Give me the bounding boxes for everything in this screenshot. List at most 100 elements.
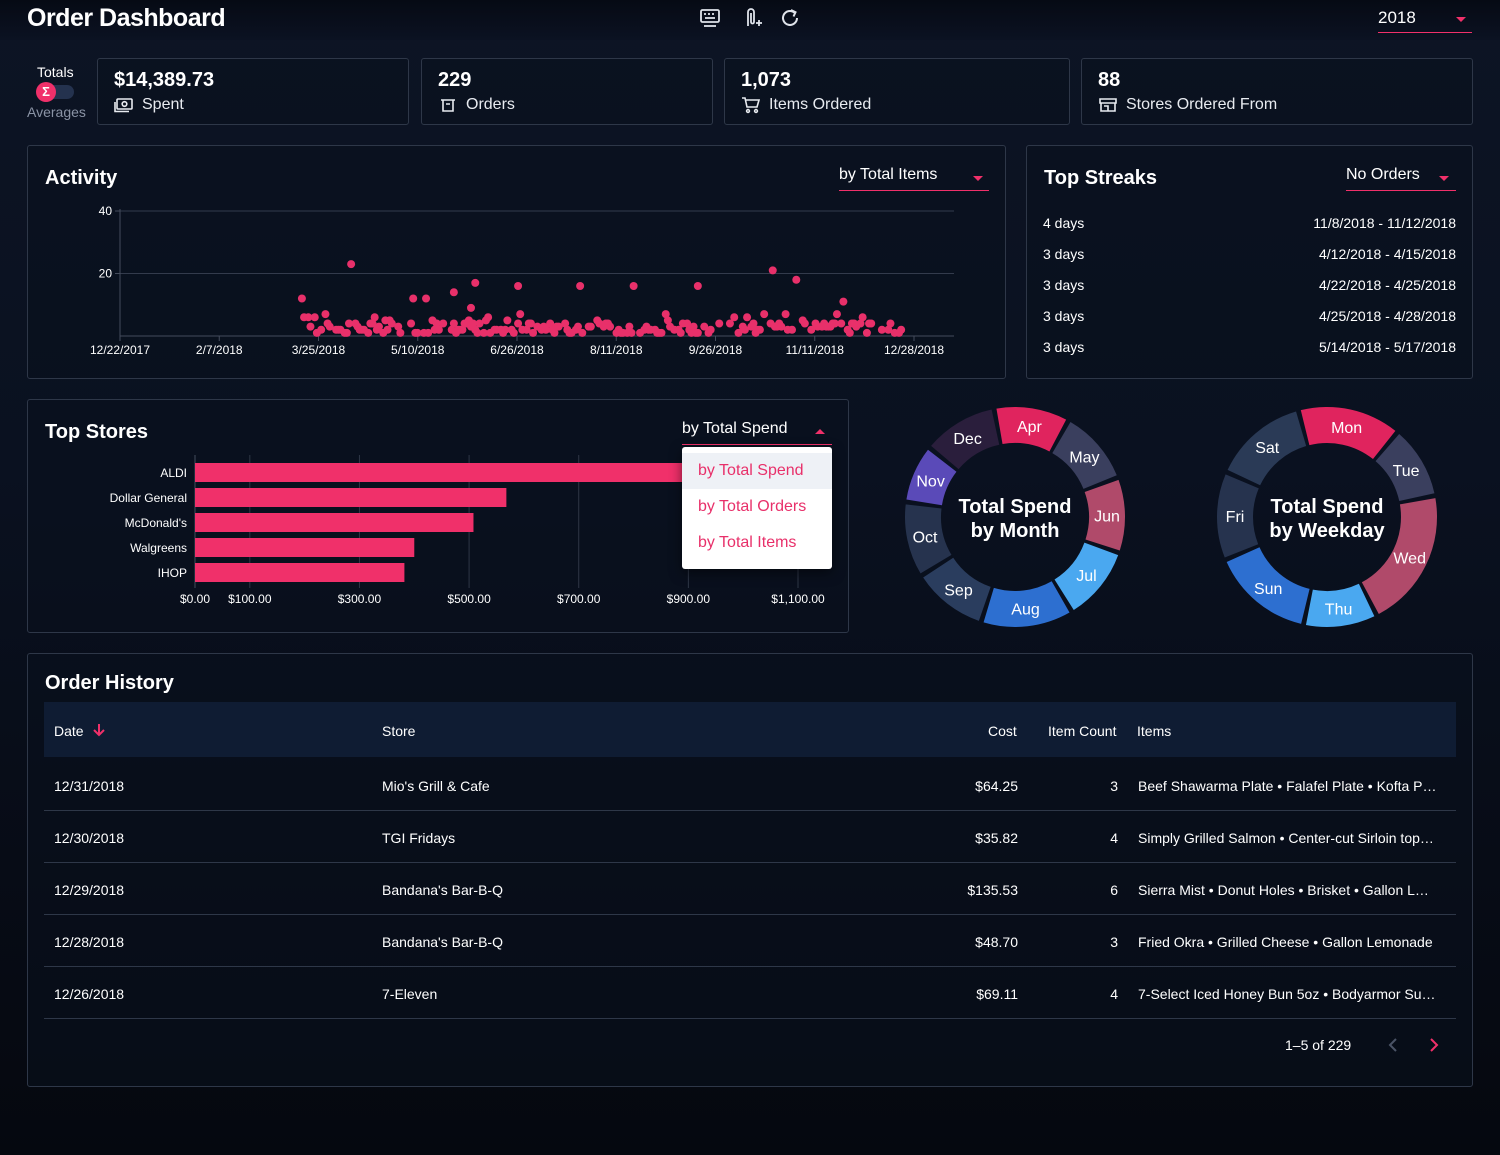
- cell-item-count: 6: [1110, 882, 1118, 898]
- refresh-icon[interactable]: [778, 6, 802, 30]
- donut-slice-label: Sun: [1254, 581, 1282, 598]
- category-label: Dollar General: [110, 491, 187, 505]
- table-row[interactable]: 12/29/2018 Bandana's Bar-B-Q $135.53 6 S…: [44, 863, 1456, 915]
- cell-item-count: 3: [1110, 934, 1118, 950]
- donut-slice: [905, 504, 952, 574]
- cell-cost: $48.70: [975, 934, 1018, 950]
- scatter-point: [383, 325, 392, 334]
- x-tick-label: 5/10/2018: [391, 343, 445, 357]
- scatter-point: [529, 328, 538, 337]
- column-header-store[interactable]: Store: [382, 723, 416, 739]
- scatter-point: [856, 319, 865, 328]
- scatter-point: [550, 328, 559, 337]
- scatter-point: [434, 325, 443, 334]
- scatter-point: [407, 319, 416, 328]
- scatter-point: [858, 313, 867, 322]
- arrow-down-icon[interactable]: [92, 722, 106, 743]
- scatter-point: [700, 322, 709, 331]
- scatter-point: [306, 322, 315, 331]
- kpi-card-orders: 229 Orders: [421, 58, 713, 125]
- scatter-point: [554, 322, 563, 331]
- column-header-items[interactable]: Items: [1137, 723, 1172, 739]
- streak-type-select[interactable]: No Orders: [1346, 161, 1456, 191]
- cell-item-count: 4: [1110, 986, 1118, 1002]
- donut-slice-label: Jul: [1076, 568, 1096, 585]
- scatter-point: [413, 328, 422, 337]
- category-label: IHOP: [158, 566, 187, 580]
- scatter-point: [475, 319, 484, 328]
- donut-title: Total Spend: [959, 496, 1072, 518]
- donut-slice: [1375, 433, 1435, 502]
- dropdown-option-total-items[interactable]: by Total Items: [698, 534, 797, 551]
- attachment-add-icon[interactable]: [739, 6, 763, 30]
- cell-items: Fried Okra • Grilled Cheese • Gallon Lem…: [1138, 934, 1433, 950]
- scatter-point: [743, 313, 752, 322]
- scatter-point: [310, 313, 319, 322]
- scatter-point: [877, 325, 886, 334]
- scatter-point: [458, 325, 467, 334]
- year-select[interactable]: 2018: [1378, 5, 1472, 33]
- table-row[interactable]: 12/28/2018 Bandana's Bar-B-Q $48.70 3 Fr…: [44, 915, 1456, 967]
- cell-items: Simply Grilled Salmon • Center-cut Sirlo…: [1138, 830, 1434, 846]
- table-row[interactable]: 12/30/2018 TGI Fridays $35.82 4 Simply G…: [44, 811, 1456, 863]
- column-header-cost[interactable]: Cost: [988, 723, 1017, 739]
- activity-metric-select[interactable]: by Total Items: [839, 161, 989, 191]
- donut-slice: [1052, 422, 1117, 489]
- column-header-item-count[interactable]: Item Count: [1048, 723, 1117, 739]
- header-bar: [0, 0, 1500, 40]
- scatter-point: [788, 325, 797, 334]
- x-tick-label: $100.00: [228, 592, 272, 606]
- donut-slice-label: Dec: [953, 431, 981, 448]
- chevron-left-icon[interactable]: [1386, 1036, 1402, 1059]
- chevron-right-icon[interactable]: [1426, 1036, 1442, 1059]
- table-row[interactable]: 12/26/2018 7-Eleven $69.11 4 7-Select Ic…: [44, 967, 1456, 1019]
- dropdown-option-total-spend[interactable]: by Total Spend: [682, 453, 832, 489]
- top-stores-title: Top Stores: [45, 421, 148, 443]
- scatter-point: [837, 319, 846, 328]
- cell-date: 12/29/2018: [54, 882, 125, 898]
- top-stores-metric-select[interactable]: by Total Spend: [682, 415, 832, 445]
- scatter-point: [845, 328, 854, 337]
- donut-slice-label: Jun: [1094, 508, 1120, 525]
- scatter-point: [484, 313, 493, 322]
- scatter-point: [760, 310, 769, 319]
- cell-items: 7-Select Iced Honey Bun 5oz • Bodyarmor …: [1138, 986, 1436, 1002]
- top-stores-dropdown-menu: by Total Spend by Total Orders by Total …: [682, 447, 832, 569]
- donut-slice-label: Sep: [944, 583, 973, 600]
- x-tick-label: $0.00: [180, 592, 210, 606]
- activity-chart: 40 20 12/22/2017 2/7/2018 3/25/2018 5/10/2018…: [90, 204, 954, 357]
- x-tick-label: 12/28/2018: [884, 343, 944, 357]
- scatter-point: [573, 322, 582, 331]
- spend-by-month-donut: Apr May Jun Jul Aug Sep Oct Nov Dec Total Spendby…: [905, 407, 1125, 627]
- donut-slice-label: Nov: [916, 473, 944, 490]
- streak-length: 3 days: [1043, 339, 1085, 355]
- bar: [195, 563, 405, 582]
- scatter-point: [449, 319, 458, 328]
- x-tick-label: 9/26/2018: [689, 343, 743, 357]
- cell-items: Sierra Mist • Donut Holes • Brisket • Ga…: [1138, 882, 1429, 898]
- scatter-point: [629, 282, 638, 290]
- dropdown-option-total-orders[interactable]: by Total Orders: [698, 498, 807, 515]
- donut-slice: [1305, 583, 1375, 627]
- scatter-point: [432, 319, 441, 328]
- keyboard-icon[interactable]: [698, 6, 722, 30]
- scatter-point: [657, 328, 666, 337]
- table-row[interactable]: 12/31/2018 Mio's Grill & Cafe $64.25 3 B…: [44, 759, 1456, 811]
- donut-slice-label: Oct: [913, 529, 938, 546]
- totals-label: Totals: [37, 64, 74, 80]
- scatter-point: [862, 328, 871, 337]
- scatter-point: [514, 282, 523, 290]
- column-header-date[interactable]: Date: [54, 723, 84, 739]
- y-tick-label: 40: [99, 204, 113, 218]
- kpi-value: $14,389.73: [114, 69, 215, 91]
- streak-length: 4 days: [1043, 215, 1085, 231]
- scatter-point: [627, 328, 636, 337]
- sigma-icon[interactable]: Σ: [36, 82, 56, 102]
- donut-subtitle: by Month: [971, 520, 1060, 542]
- streak-length: 3 days: [1043, 246, 1085, 262]
- chevron-down-icon: [973, 176, 983, 181]
- scatter-point: [344, 319, 353, 328]
- streak-range: 4/12/2018 - 4/15/2018: [1318, 246, 1456, 262]
- activity-title: Activity: [45, 167, 118, 189]
- scatter-point: [693, 328, 702, 337]
